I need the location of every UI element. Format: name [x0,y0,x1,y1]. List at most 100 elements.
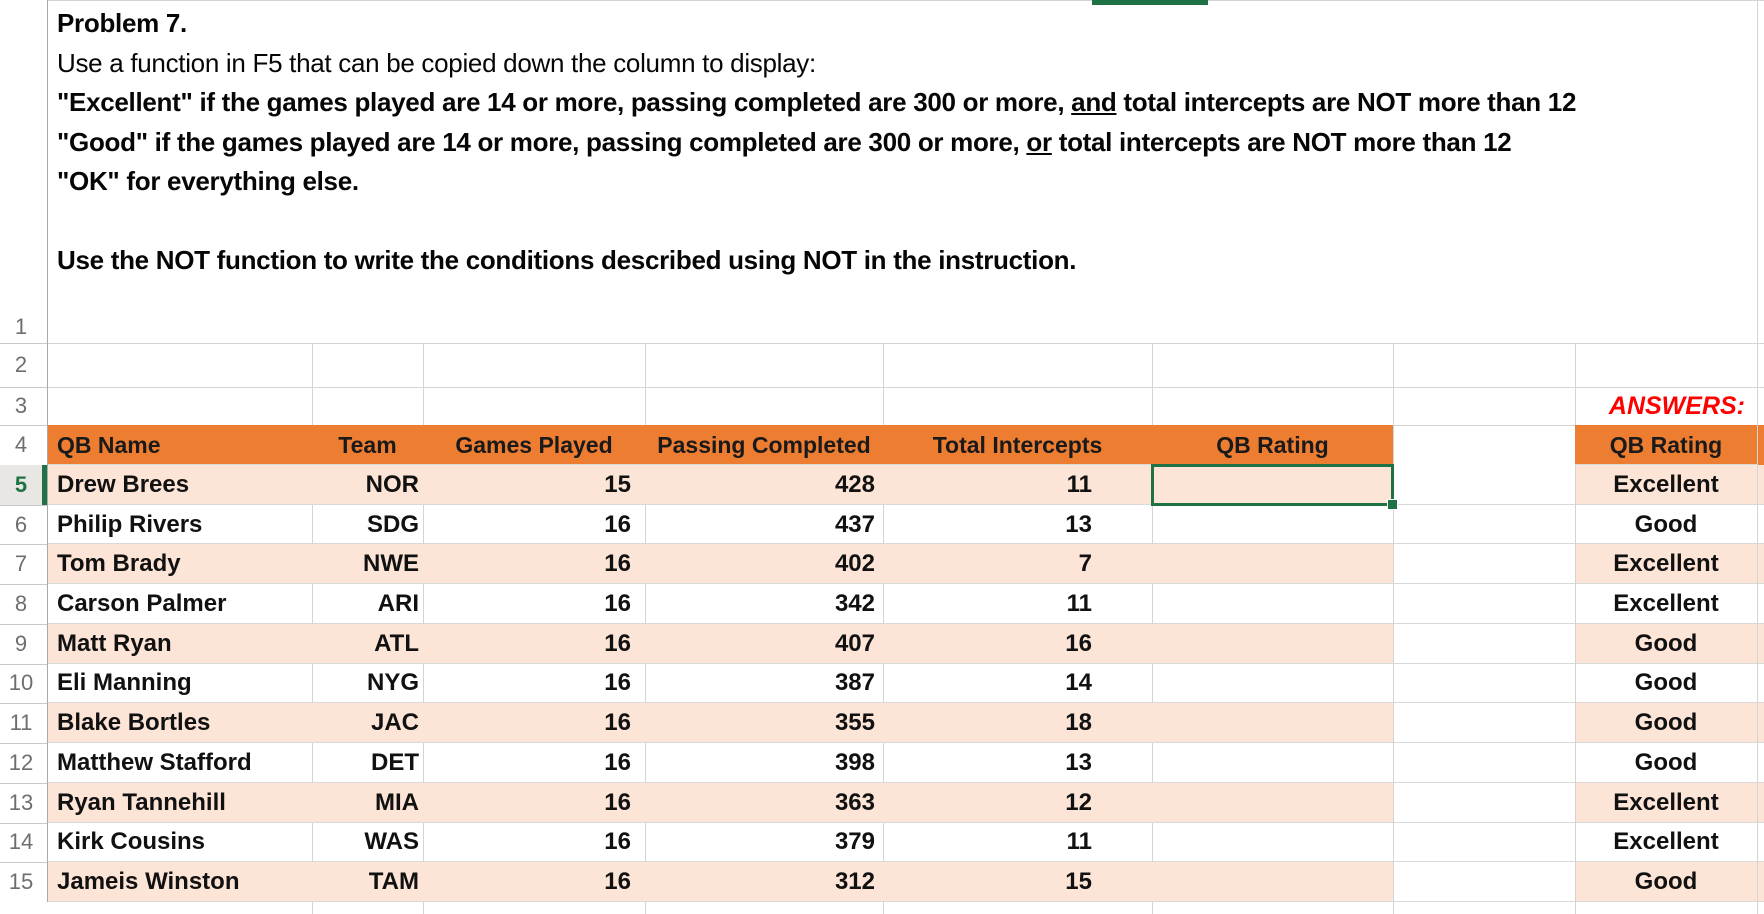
qb-rating-cell[interactable] [1152,544,1393,584]
answer-cell[interactable]: Good [1634,748,1698,776]
answer-cell[interactable]: Excellent [1613,788,1719,816]
fill-handle[interactable] [1387,499,1398,510]
qb-rating-cell[interactable] [1152,664,1393,704]
answers-header-cell[interactable]: QB Rating [1609,431,1723,458]
passing-completed-cell[interactable]: 407 [834,629,875,657]
total-intercepts-cell[interactable]: 16 [1065,629,1092,657]
cell-G[interactable] [1393,544,1575,585]
total-intercepts-cell[interactable]: 12 [1065,788,1092,816]
header-cell-team[interactable]: Team [338,431,397,458]
row-header-4[interactable]: 4 [14,432,28,457]
qb-name-cell[interactable]: Philip Rivers [57,510,203,538]
team-cell[interactable]: DET [371,748,419,776]
team-cell[interactable]: WAS [364,828,419,856]
team-cell[interactable]: NOR [365,470,419,498]
passing-completed-cell[interactable]: 428 [834,470,875,498]
team-cell[interactable]: TAM [368,868,419,896]
header-cell-passing-completed[interactable]: Passing Completed [657,431,871,458]
answer-cell[interactable]: Excellent [1613,550,1719,578]
cell-G[interactable] [1393,743,1575,783]
qb-name-cell[interactable]: Eli Manning [57,669,192,697]
team-cell[interactable]: ARI [377,590,419,618]
team-cell[interactable]: JAC [370,709,419,737]
total-intercepts-cell[interactable]: 18 [1065,709,1092,737]
qb-rating-cell[interactable] [1152,743,1393,783]
passing-completed-cell[interactable]: 387 [834,669,875,697]
qb-name-cell[interactable]: Matt Ryan [57,629,172,657]
row-header-9[interactable]: 9 [14,630,28,656]
header-cell-qb-name[interactable]: QB Name [57,431,161,458]
qb-rating-cell[interactable] [1152,862,1393,902]
answer-cell[interactable]: Good [1634,510,1698,538]
total-intercepts-cell[interactable]: 11 [1066,470,1092,498]
cell-G[interactable] [1393,465,1575,505]
passing-completed-cell[interactable]: 379 [834,828,875,856]
qb-name-cell[interactable]: Carson Palmer [57,590,227,618]
row-header-3[interactable]: 3 [14,393,28,418]
cell-G[interactable] [1393,822,1575,863]
games-played-cell[interactable]: 16 [604,629,631,657]
games-played-cell[interactable]: 16 [604,868,631,896]
row-header-13[interactable]: 13 [8,789,34,815]
games-played-cell[interactable]: 16 [604,828,631,856]
cell-H3-answers-label[interactable]: ANSWERS: [1608,391,1745,420]
answer-cell[interactable]: Excellent [1613,470,1719,498]
row-header-11[interactable]: 11 [9,710,33,736]
row-header-14[interactable]: 14 [8,829,34,855]
games-played-cell[interactable]: 16 [604,590,631,618]
answer-cell[interactable]: Good [1634,629,1698,657]
team-cell[interactable]: MIA [375,788,419,816]
qb-rating-cell[interactable] [1152,624,1393,664]
total-intercepts-cell[interactable]: 7 [1078,550,1092,578]
team-cell[interactable]: NWE [363,550,419,578]
row-header-6[interactable]: 6 [14,511,28,537]
cell-G[interactable] [1393,782,1575,823]
header-cell-qb-rating[interactable]: QB Rating [1216,431,1329,458]
qb-rating-cell[interactable] [1152,505,1393,545]
passing-completed-cell[interactable]: 355 [834,709,875,737]
answer-cell[interactable]: Excellent [1613,828,1719,856]
qb-rating-cell[interactable] [1152,823,1393,863]
row-header-7[interactable]: 7 [14,551,28,577]
passing-completed-cell[interactable]: 398 [834,748,875,776]
passing-completed-cell[interactable]: 437 [834,510,875,538]
qb-name-cell[interactable]: Drew Brees [57,470,190,498]
row-header-1[interactable]: 1 [14,314,28,339]
header-cell-games-played[interactable]: Games Played [455,431,613,458]
team-cell[interactable]: SDG [366,510,419,538]
cell-G[interactable] [1393,862,1575,902]
qb-name-cell[interactable]: Jameis Winston [57,868,240,896]
games-played-cell[interactable]: 16 [604,669,631,697]
qb-name-cell[interactable]: Ryan Tannehill [57,788,226,816]
team-cell[interactable]: NYG [366,669,419,697]
qb-name-cell[interactable]: Tom Brady [57,550,181,578]
qb-name-cell[interactable]: Matthew Stafford [57,748,252,776]
passing-completed-cell[interactable]: 342 [834,590,875,618]
qb-name-cell[interactable]: Kirk Cousins [57,828,206,856]
games-played-cell[interactable]: 15 [604,470,631,498]
cell-G[interactable] [1393,623,1575,664]
qb-rating-cell[interactable] [1152,584,1393,624]
passing-completed-cell[interactable]: 363 [834,788,875,816]
total-intercepts-cell[interactable]: 11 [1066,828,1092,856]
games-played-cell[interactable]: 16 [604,510,631,538]
cell-G[interactable] [1393,663,1575,704]
row-header-8[interactable]: 8 [14,591,28,617]
answer-cell[interactable]: Excellent [1613,590,1719,618]
passing-completed-cell[interactable]: 402 [834,550,875,578]
answer-cell[interactable]: Good [1634,709,1698,737]
qb-rating-cell[interactable] [1152,783,1393,823]
row-header-5[interactable]: 5 [14,471,28,497]
team-cell[interactable]: ATL [374,629,419,657]
games-played-cell[interactable]: 16 [604,748,631,776]
total-intercepts-cell[interactable]: 13 [1065,748,1092,776]
row-header-10[interactable]: 10 [8,670,34,696]
row-header-15[interactable]: 15 [8,869,34,895]
passing-completed-cell[interactable]: 312 [834,868,875,896]
qb-name-cell[interactable]: Blake Bortles [57,709,211,737]
games-played-cell[interactable]: 16 [604,709,631,737]
games-played-cell[interactable]: 16 [604,550,631,578]
row-header-12[interactable]: 12 [8,749,34,775]
total-intercepts-cell[interactable]: 14 [1065,669,1092,697]
total-intercepts-cell[interactable]: 11 [1066,590,1092,618]
